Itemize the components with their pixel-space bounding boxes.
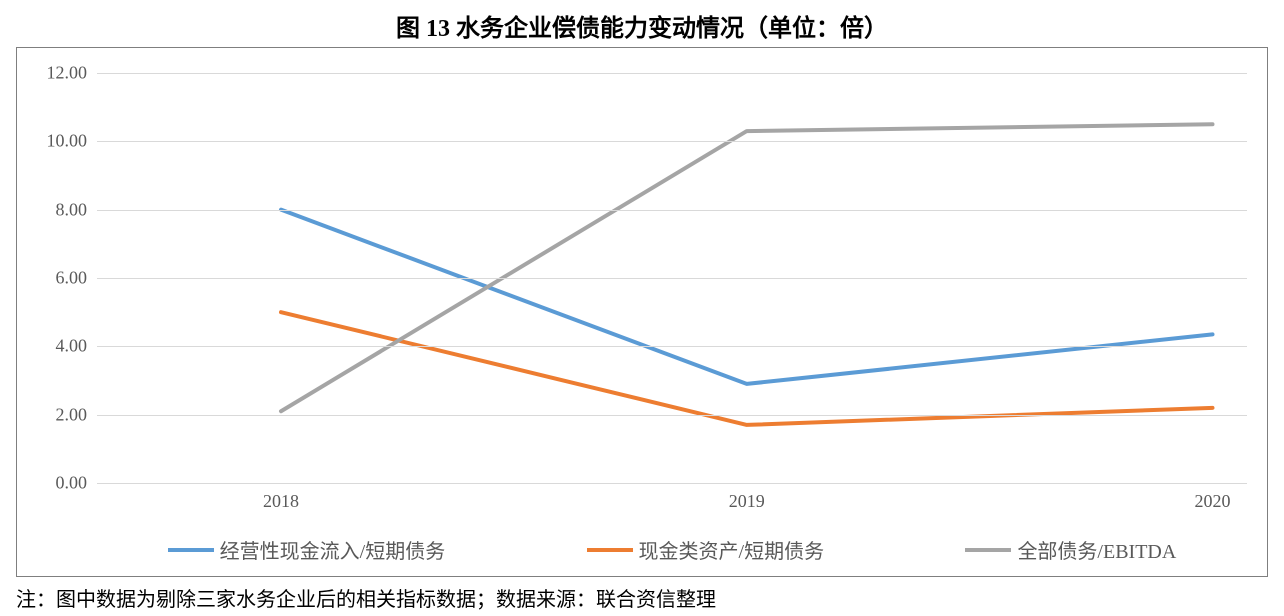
x-axis-label: 2020 bbox=[1195, 491, 1231, 512]
y-axis-label: 6.00 bbox=[56, 268, 88, 289]
grid-line bbox=[97, 346, 1247, 347]
y-axis-label: 12.00 bbox=[47, 63, 88, 84]
grid-line bbox=[97, 278, 1247, 279]
legend-swatch bbox=[168, 548, 214, 552]
series-line bbox=[281, 210, 1213, 384]
legend-swatch bbox=[965, 548, 1011, 552]
chart-frame: 0.00 2.00 4.00 6.00 8.00 10.00 12.00 2018 2019 20… bbox=[16, 47, 1268, 577]
y-axis-label: 10.00 bbox=[47, 131, 88, 152]
y-axis-label: 0.00 bbox=[56, 473, 88, 494]
legend-label: 经营性现金流入/短期债务 bbox=[220, 535, 446, 564]
x-axis-label: 2019 bbox=[729, 491, 765, 512]
chart-footnote: 注：图中数据为剔除三家水务企业后的相关指标数据；数据来源：联合资信整理 bbox=[0, 577, 1284, 612]
plot-area: 0.002.004.006.008.0010.0012.002018201920… bbox=[97, 73, 1247, 483]
grid-line bbox=[97, 483, 1247, 484]
grid-line bbox=[97, 141, 1247, 142]
legend-swatch bbox=[587, 548, 633, 552]
series-line bbox=[281, 124, 1213, 411]
legend-item: 现金类资产/短期债务 bbox=[587, 535, 825, 564]
legend-label: 全部债务/EBITDA bbox=[1017, 535, 1176, 564]
y-axis-label: 8.00 bbox=[56, 199, 88, 220]
grid-line bbox=[97, 73, 1247, 74]
chart-title: 图 13 水务企业偿债能力变动情况（单位：倍） bbox=[0, 0, 1284, 47]
grid-line bbox=[97, 415, 1247, 416]
y-axis-label: 4.00 bbox=[56, 336, 88, 357]
x-axis-label: 2018 bbox=[263, 491, 299, 512]
y-axis-label: 2.00 bbox=[56, 404, 88, 425]
legend-item: 经营性现金流入/短期债务 bbox=[168, 535, 446, 564]
legend-item: 全部债务/EBITDA bbox=[965, 535, 1176, 564]
legend-label: 现金类资产/短期债务 bbox=[639, 535, 825, 564]
legend: 经营性现金流入/短期债务 现金类资产/短期债务 全部债务/EBITDA bbox=[97, 535, 1247, 564]
grid-line bbox=[97, 210, 1247, 211]
